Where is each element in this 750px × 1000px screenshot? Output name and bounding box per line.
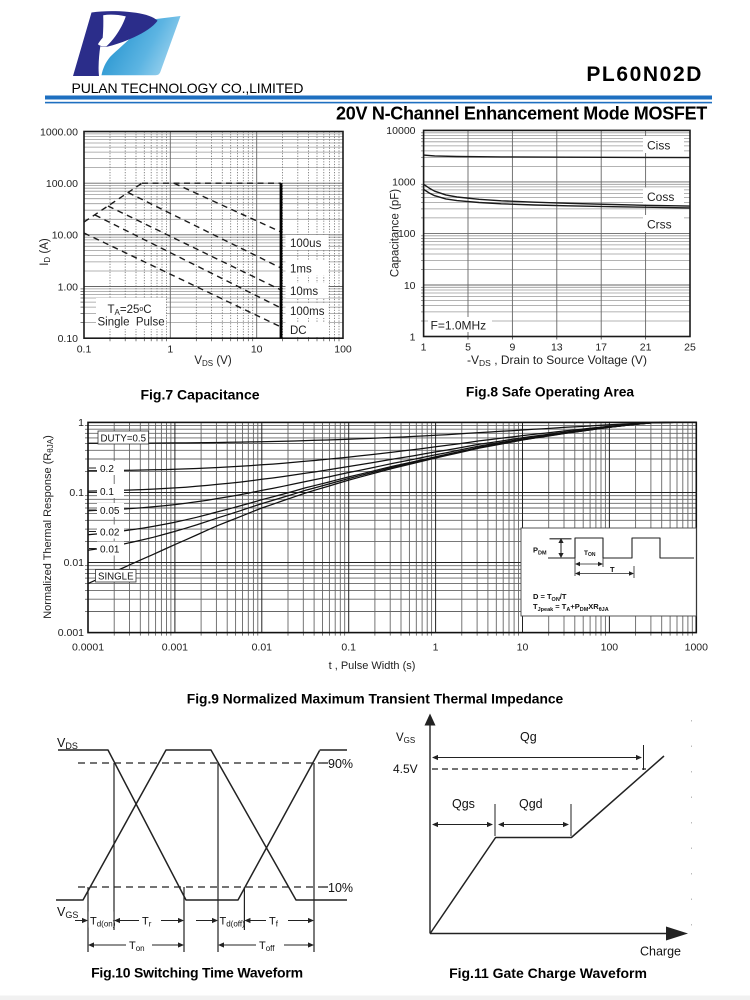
- svg-text:PULAN TECHNOLOGY CO.,LIMITED: PULAN TECHNOLOGY CO.,LIMITED: [72, 80, 304, 96]
- svg-text:10.00: 10.00: [52, 230, 78, 242]
- svg-text:Td(on): Td(on): [90, 916, 116, 929]
- svg-text:DUTY=0.5: DUTY=0.5: [101, 434, 147, 445]
- svg-text:0.01: 0.01: [64, 557, 85, 569]
- svg-text:10: 10: [517, 642, 529, 654]
- svg-text:0.02: 0.02: [100, 528, 120, 539]
- svg-text:10%: 10%: [328, 881, 353, 895]
- svg-text:PDM: PDM: [533, 546, 547, 557]
- svg-text:Fig.8 Safe Operating Area: Fig.8 Safe Operating Area: [466, 385, 634, 400]
- svg-text:Qgd: Qgd: [519, 797, 543, 811]
- svg-text:0.001: 0.001: [58, 627, 84, 639]
- svg-text:DC: DC: [290, 325, 307, 337]
- svg-text:100: 100: [334, 344, 352, 356]
- svg-text:100ms: 100ms: [290, 306, 325, 318]
- svg-text:90%: 90%: [328, 757, 353, 771]
- svg-text:10000: 10000: [386, 125, 415, 137]
- svg-text:TJpeak = TA+PDMXRθJA: TJpeak = TA+PDMXRθJA: [533, 602, 609, 613]
- svg-text:1: 1: [410, 331, 416, 343]
- svg-text:Toff: Toff: [259, 940, 275, 953]
- svg-text:1ms: 1ms: [290, 264, 312, 276]
- svg-text:Fig.9 Normalized Maximum Trans: Fig.9 Normalized Maximum Transient Therm…: [187, 692, 564, 707]
- svg-text:t , Pulse Width (s): t , Pulse Width (s): [329, 660, 416, 672]
- svg-text:10: 10: [404, 280, 416, 292]
- svg-text:TA=25oC: TA=25oC: [108, 304, 152, 317]
- svg-text:Qg: Qg: [520, 730, 537, 744]
- svg-text:1000: 1000: [685, 642, 709, 654]
- svg-text:Fig.10 Switching Time Waveform: Fig.10 Switching Time Waveform: [91, 965, 303, 981]
- svg-text:Fig.11 Gate Charge Waveform: Fig.11 Gate Charge Waveform: [449, 965, 647, 981]
- svg-text:Ton: Ton: [129, 940, 145, 953]
- svg-text:100us: 100us: [290, 238, 322, 250]
- svg-text:1000: 1000: [392, 177, 416, 189]
- svg-text:Charge: Charge: [640, 945, 681, 959]
- svg-text:VDS (V): VDS (V): [194, 355, 231, 368]
- svg-text:PL60N02D: PL60N02D: [586, 63, 703, 86]
- svg-text:Coss: Coss: [647, 190, 674, 204]
- svg-text:Capacitance (pF): Capacitance (pF): [390, 189, 402, 277]
- svg-text:100: 100: [398, 228, 416, 240]
- svg-text:Tf: Tf: [269, 916, 279, 929]
- svg-text:25: 25: [684, 342, 696, 354]
- svg-text:0.10: 0.10: [58, 333, 79, 345]
- svg-text:17: 17: [595, 342, 607, 354]
- svg-text:VGS: VGS: [57, 905, 78, 920]
- svg-text:0.05: 0.05: [100, 506, 120, 517]
- svg-text:Fig.7 Capacitance: Fig.7 Capacitance: [140, 387, 259, 403]
- svg-text:0.1: 0.1: [77, 344, 92, 356]
- svg-text:T: T: [610, 565, 615, 574]
- svg-text:Qgs: Qgs: [452, 797, 475, 811]
- svg-text:Normalized Thermal Response (R: Normalized Thermal Response (RθJA): [42, 435, 55, 619]
- svg-text:9: 9: [509, 342, 515, 354]
- svg-text:10ms: 10ms: [290, 286, 318, 298]
- svg-text:100.00: 100.00: [46, 178, 78, 190]
- svg-text:F=1.0MHz: F=1.0MHz: [431, 319, 487, 333]
- svg-text:10: 10: [251, 344, 263, 356]
- svg-text:1000.00: 1000.00: [40, 126, 78, 138]
- svg-text:-VDS , Drain to Source Voltage: -VDS , Drain to Source Voltage (V): [467, 353, 647, 368]
- svg-text:0.01: 0.01: [252, 642, 273, 654]
- svg-text:21: 21: [640, 342, 652, 354]
- svg-text:5: 5: [465, 342, 471, 354]
- svg-text:1: 1: [421, 342, 427, 354]
- svg-text:1.00: 1.00: [58, 281, 79, 293]
- svg-text:4.5V: 4.5V: [393, 762, 418, 776]
- svg-text:0.1: 0.1: [100, 487, 114, 498]
- svg-text:VDS: VDS: [57, 736, 78, 751]
- svg-text:1: 1: [433, 642, 439, 654]
- svg-text:D = TON/T: D = TON/T: [533, 592, 567, 603]
- svg-text:13: 13: [551, 342, 563, 354]
- svg-text:20V N-Channel Enhancement Mode: 20V N-Channel Enhancement Mode MOSFET: [336, 104, 707, 124]
- svg-text:100: 100: [601, 642, 619, 654]
- svg-text:0.01: 0.01: [100, 545, 120, 556]
- svg-text:SINGLE: SINGLE: [98, 572, 134, 583]
- svg-text:Td(off): Td(off): [220, 916, 246, 929]
- svg-text:1: 1: [167, 344, 173, 356]
- svg-text:Crss: Crss: [647, 218, 672, 232]
- svg-text:1: 1: [78, 417, 84, 429]
- svg-text:0.001: 0.001: [162, 642, 188, 654]
- svg-text:TON: TON: [584, 550, 596, 558]
- svg-text:0.1: 0.1: [341, 642, 356, 654]
- svg-text:0.0001: 0.0001: [72, 642, 104, 654]
- svg-text:0.1: 0.1: [69, 487, 84, 499]
- svg-text:ID (A): ID (A): [39, 238, 52, 266]
- svg-text:Ciss: Ciss: [647, 139, 670, 153]
- svg-text:VGS: VGS: [396, 732, 415, 745]
- svg-text:0.2: 0.2: [100, 464, 114, 475]
- svg-text:Single Pulse: Single Pulse: [98, 317, 165, 329]
- svg-text:Tr: Tr: [142, 916, 152, 929]
